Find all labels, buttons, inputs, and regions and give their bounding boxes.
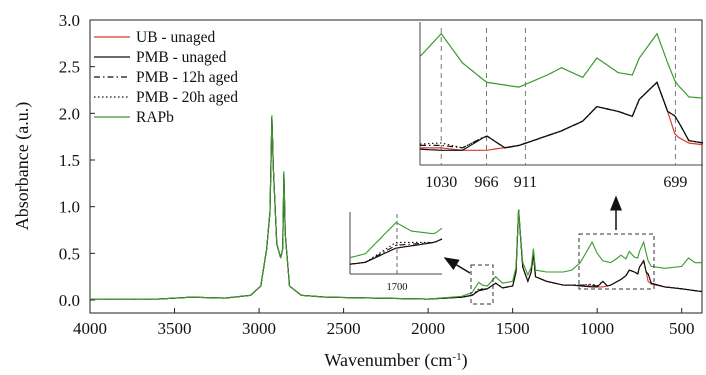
inset-1700-series-line bbox=[349, 238, 443, 265]
inset-1700-series-line bbox=[349, 221, 443, 259]
inset-fingerprint-series-line bbox=[419, 81, 704, 149]
inset-fingerprint: 1030 966 911 699 bbox=[419, 22, 704, 191]
highlight-box-fingerprint bbox=[578, 233, 655, 290]
legend-label: PMB - 12h aged bbox=[136, 69, 238, 86]
x-tick-label: 2000 bbox=[411, 319, 445, 338]
inset-1700-tick-label: 1700 bbox=[387, 282, 408, 293]
series-line-pmb-12h-aged bbox=[90, 117, 703, 300]
x-tick-label: 1500 bbox=[496, 319, 530, 338]
y-tick-label: 1.5 bbox=[59, 151, 80, 170]
main-axis-ticks: 4000 3500 3000 2500 2000 1500 1000 500 0.0 0.5 1.0… bbox=[59, 11, 695, 338]
y-tick-label: 1.0 bbox=[59, 198, 80, 217]
y-tick-label: 2.0 bbox=[59, 104, 80, 123]
highlight-box-1700 bbox=[470, 264, 494, 305]
main-series-group bbox=[90, 115, 703, 300]
y-tick-label: 0.0 bbox=[59, 291, 80, 310]
inset-fingerprint-series-line bbox=[419, 32, 704, 99]
x-tick-label: 1000 bbox=[580, 319, 614, 338]
inset-1700: 1700 bbox=[349, 212, 443, 293]
x-axis-title-sup: -1 bbox=[452, 351, 461, 363]
inset-1700-series-line bbox=[349, 238, 443, 265]
series-line-pmb-unaged bbox=[90, 117, 703, 300]
series-line-ub-unaged bbox=[90, 117, 703, 300]
x-axis-title: Wavenumber (cm-1) bbox=[324, 350, 467, 371]
inset-tick-label: 911 bbox=[514, 174, 537, 191]
legend: UB - unaged PMB - unaged PMB - 12h aged PMB… bbox=[94, 29, 238, 126]
y-tick-label: 3.0 bbox=[59, 11, 80, 30]
x-tick-label: 4000 bbox=[73, 319, 107, 338]
series-line-rapb bbox=[90, 115, 702, 300]
inset-tick-label: 966 bbox=[475, 174, 499, 191]
legend-label: PMB - 20h aged bbox=[136, 89, 238, 106]
plot-frame bbox=[89, 19, 703, 314]
x-tick-label: 3500 bbox=[158, 319, 192, 338]
arrow-to-inset-1700 bbox=[443, 257, 471, 274]
x-tick-label: 2500 bbox=[327, 319, 361, 338]
legend-label: RAPb bbox=[136, 109, 174, 126]
legend-label: PMB - unaged bbox=[136, 49, 227, 66]
inset-tick-label: 699 bbox=[663, 174, 687, 191]
y-axis-title: Absorbance (a.u.) bbox=[12, 102, 33, 230]
x-tick-label: 500 bbox=[669, 319, 695, 338]
inset-tick-label: 1030 bbox=[425, 174, 457, 191]
series-line-pmb-20h-aged bbox=[90, 117, 703, 300]
y-tick-label: 2.5 bbox=[59, 58, 80, 77]
legend-label: UB - unaged bbox=[136, 29, 215, 46]
x-tick-label: 3000 bbox=[242, 319, 276, 338]
y-tick-label: 0.5 bbox=[59, 244, 80, 263]
